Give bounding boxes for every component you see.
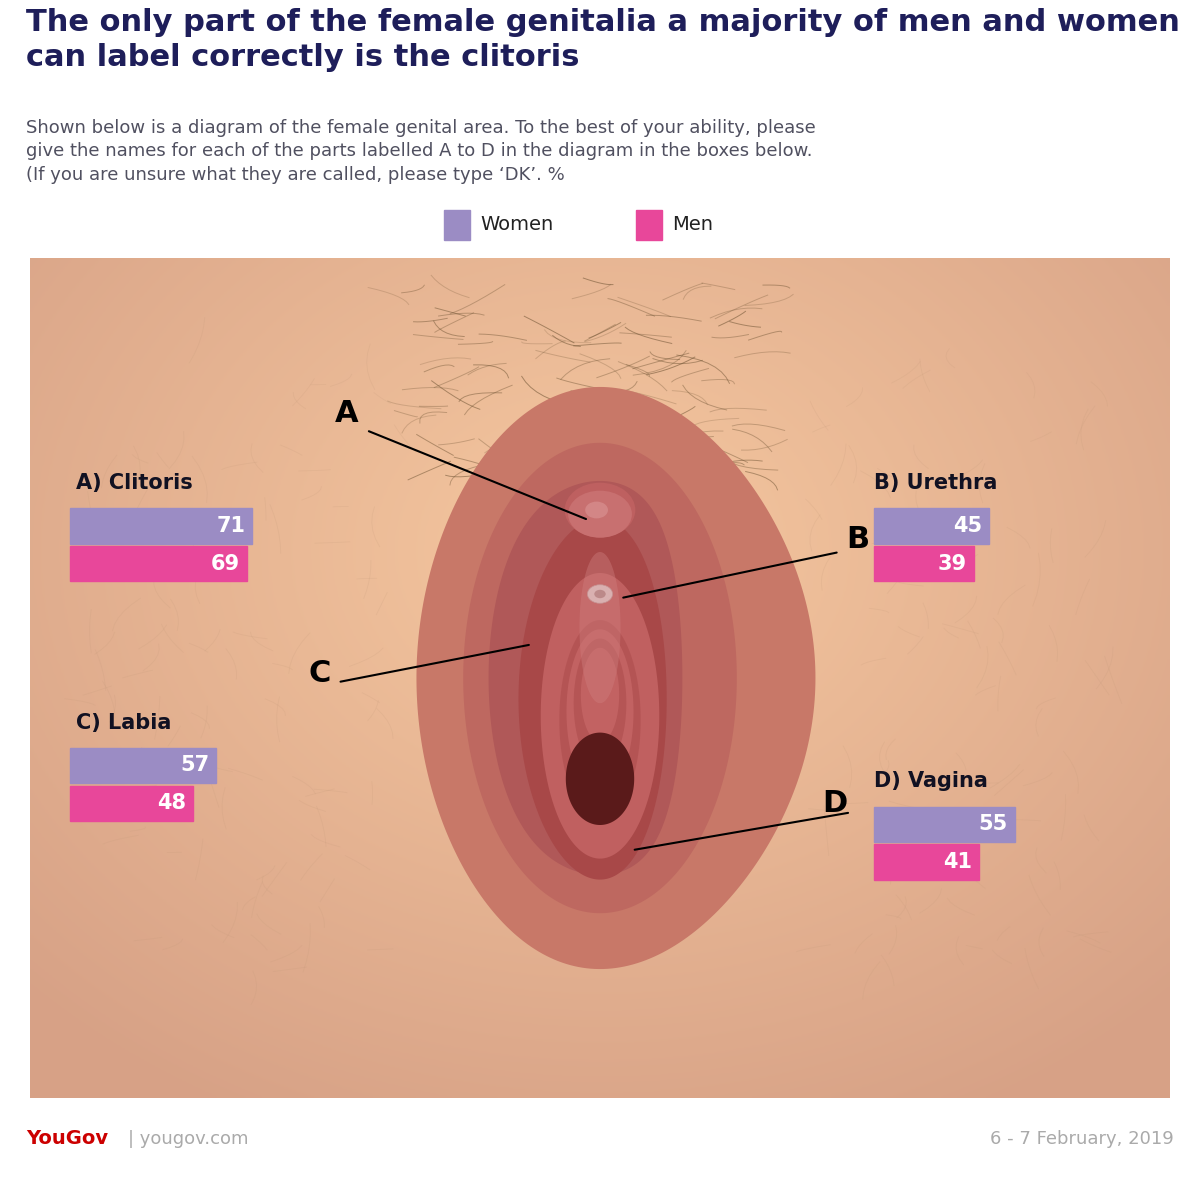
Text: B: B	[846, 524, 869, 554]
Text: B) Urethra: B) Urethra	[874, 473, 997, 493]
Text: 57: 57	[180, 755, 209, 775]
Text: 55: 55	[978, 814, 1008, 834]
Bar	[636, 210, 662, 240]
Text: 39: 39	[937, 553, 967, 574]
Text: 69: 69	[211, 553, 240, 574]
Text: 71: 71	[216, 516, 245, 536]
Polygon shape	[541, 574, 659, 858]
Text: A: A	[335, 398, 359, 428]
Bar	[70, 748, 216, 784]
Text: YouGov: YouGov	[26, 1129, 108, 1148]
Text: A) Clitoris: A) Clitoris	[76, 473, 192, 493]
Bar	[874, 845, 979, 880]
Polygon shape	[463, 443, 737, 913]
Ellipse shape	[565, 482, 635, 538]
Text: The only part of the female genitalia a majority of men and women
can label corr: The only part of the female genitalia a …	[26, 8, 1181, 72]
Polygon shape	[574, 638, 626, 768]
Text: C) Labia: C) Labia	[76, 713, 170, 732]
Polygon shape	[580, 552, 620, 703]
Circle shape	[594, 590, 606, 599]
Circle shape	[588, 584, 612, 604]
Circle shape	[586, 502, 608, 518]
Text: C: C	[308, 659, 331, 689]
Polygon shape	[566, 629, 634, 794]
Polygon shape	[566, 733, 635, 824]
Text: D: D	[822, 790, 847, 818]
Bar	[444, 210, 470, 240]
Bar	[70, 509, 252, 544]
Bar	[874, 806, 1015, 842]
Text: Women: Women	[480, 216, 553, 234]
Bar	[70, 786, 193, 821]
Polygon shape	[559, 620, 641, 820]
Bar	[70, 546, 247, 582]
Text: D) Vagina: D) Vagina	[874, 772, 988, 792]
Text: 45: 45	[953, 516, 982, 536]
Bar	[874, 509, 989, 544]
Text: Shown below is a diagram of the female genital area. To the best of your ability: Shown below is a diagram of the female g…	[26, 119, 816, 184]
Polygon shape	[581, 648, 619, 742]
Text: 6 - 7 February, 2019: 6 - 7 February, 2019	[990, 1130, 1174, 1147]
Text: 48: 48	[157, 793, 186, 814]
Circle shape	[568, 491, 632, 538]
Polygon shape	[416, 386, 816, 970]
Bar	[874, 546, 973, 582]
Text: 41: 41	[943, 852, 972, 872]
Text: | yougov.com: | yougov.com	[128, 1130, 248, 1147]
Text: Men: Men	[672, 216, 713, 234]
Polygon shape	[488, 481, 683, 875]
Polygon shape	[518, 518, 667, 880]
